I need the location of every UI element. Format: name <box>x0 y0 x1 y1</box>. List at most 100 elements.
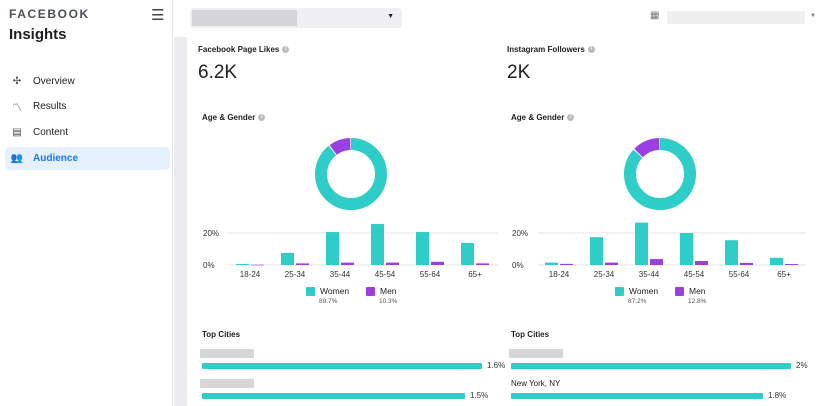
hamburger-icon[interactable]: ☰ <box>151 7 165 24</box>
bar-men-25-34[interactable] <box>605 262 618 265</box>
scroll-gutter <box>174 37 187 406</box>
legend-label: Men <box>380 286 397 296</box>
bar-men-65+[interactable] <box>785 264 798 265</box>
bar-women-55-64[interactable] <box>725 240 738 265</box>
instagram-column: Instagram Followers i 2K Age & Gender i 0%… <box>507 37 817 406</box>
sidebar-item-results[interactable]: 〽 Results <box>5 95 170 118</box>
y-tick-label: 20% <box>512 229 528 238</box>
sidebar-item-audience[interactable]: 👥 Audience <box>5 147 170 170</box>
men-percent: 12.8% <box>688 298 707 305</box>
bar-women-45-54[interactable] <box>371 224 384 265</box>
x-tick-label: 18-24 <box>240 270 261 279</box>
bar-women-65+[interactable] <box>461 242 474 265</box>
city-value: 1.5% <box>470 391 489 400</box>
bar-women-25-34[interactable] <box>281 253 294 265</box>
sidebar-item-content[interactable]: ▤ Content <box>5 121 170 144</box>
bar-women-18-24[interactable] <box>545 262 558 265</box>
info-icon[interactable]: i <box>587 46 595 54</box>
info-icon[interactable]: i <box>567 114 575 122</box>
women-swatch <box>615 286 624 296</box>
legend-women: Women <box>306 286 349 296</box>
bar-men-45-54[interactable] <box>386 262 399 265</box>
page-selector-dropdown[interactable]: ▼ <box>190 8 402 28</box>
info-icon[interactable]: i <box>258 114 266 122</box>
city-bar <box>202 363 482 369</box>
city-value: 1.8% <box>768 391 787 400</box>
legend-label: Women <box>629 286 659 296</box>
x-tick-label: 25-34 <box>285 270 306 279</box>
redacted-city-name <box>200 379 254 388</box>
y-tick-label: 0% <box>203 261 215 270</box>
donut-women-slice <box>315 138 387 210</box>
women-swatch <box>306 286 315 296</box>
metric-value: 6.2K <box>198 62 238 83</box>
sidebar: FACEBOOK ☰ Insights ✣ Overview 〽 Results ▤… <box>0 0 173 406</box>
city-name: New York, NY <box>511 379 561 388</box>
bar-women-25-34[interactable] <box>590 237 603 265</box>
facebook-column: Facebook Page Likes i 6.2K Age & Gender i … <box>198 37 508 406</box>
bar-men-35-44[interactable] <box>341 262 354 265</box>
city-bar <box>511 393 763 399</box>
bar-women-35-44[interactable] <box>326 232 339 265</box>
bar-women-18-24[interactable] <box>236 264 249 265</box>
date-range-picker[interactable]: ▦ ▼ <box>650 10 816 25</box>
info-icon[interactable]: i <box>282 46 290 54</box>
x-tick-label: 25-34 <box>594 270 615 279</box>
bar-men-18-24[interactable] <box>251 264 264 266</box>
results-icon: 〽 <box>12 103 22 114</box>
metric-value: 2K <box>507 62 531 83</box>
facebook-logo: FACEBOOK <box>9 7 90 21</box>
metric-label: Facebook Page Likes i <box>198 45 290 54</box>
legend-label: Women <box>320 286 350 296</box>
page-title: Insights <box>9 26 67 43</box>
x-tick-label: 35-44 <box>639 270 660 279</box>
gender-donut <box>624 138 696 210</box>
women-percent: 89.7% <box>319 298 338 305</box>
age-gender-bar-chart: 0% 20% 18-24 25-34 35-44 45-54 55-64 65+ <box>512 222 807 279</box>
x-tick-label: 18-24 <box>549 270 570 279</box>
x-tick-label: 35-44 <box>330 270 351 279</box>
top-bar: ▼ ▦ ▼ <box>174 0 820 37</box>
chevron-down-icon: ▼ <box>810 13 816 19</box>
y-tick-label: 20% <box>203 229 219 238</box>
metric-label: Instagram Followers i <box>507 45 595 54</box>
bar-men-35-44[interactable] <box>650 259 663 265</box>
sidebar-item-label: Audience <box>33 153 79 164</box>
x-tick-label: 55-64 <box>420 270 441 279</box>
bar-women-45-54[interactable] <box>680 233 693 265</box>
men-percent: 10.3% <box>379 298 398 305</box>
calendar-icon: ▦ <box>650 10 660 21</box>
bar-men-55-64[interactable] <box>431 261 444 265</box>
bar-men-65+[interactable] <box>476 263 489 265</box>
x-tick-label: 45-54 <box>684 270 705 279</box>
gender-donut <box>315 138 387 210</box>
metric-label-text: Instagram Followers <box>507 45 585 54</box>
x-tick-label: 65+ <box>777 270 791 279</box>
top-cities-label: Top Cities <box>511 330 550 339</box>
donut-women-slice <box>624 138 696 210</box>
section-label-text: Age & Gender <box>511 113 565 122</box>
city-bar <box>511 363 791 369</box>
sidebar-item-overview[interactable]: ✣ Overview <box>5 70 170 93</box>
x-tick-label: 45-54 <box>375 270 396 279</box>
legend-men: Men <box>675 286 706 296</box>
bar-women-35-44[interactable] <box>635 222 648 265</box>
bar-women-55-64[interactable] <box>416 232 429 265</box>
city-value: 2% <box>796 361 808 370</box>
section-label: Age & Gender i <box>511 113 575 122</box>
sidebar-item-label: Content <box>33 127 69 138</box>
bar-women-65+[interactable] <box>770 257 783 265</box>
bar-men-18-24[interactable] <box>560 263 573 265</box>
bar-men-45-54[interactable] <box>695 261 708 265</box>
bar-men-25-34[interactable] <box>296 263 309 265</box>
bar-men-55-64[interactable] <box>740 262 753 265</box>
top-cities-label: Top Cities <box>202 330 241 339</box>
legend-label: Men <box>689 286 706 296</box>
city-value: 1.6% <box>487 361 506 370</box>
x-tick-label: 65+ <box>468 270 482 279</box>
sidebar-item-label: Results <box>33 101 67 112</box>
redacted-city-name <box>509 349 563 358</box>
overview-icon: ✣ <box>12 76 22 87</box>
redacted-city-name <box>200 349 254 358</box>
legend-women: Women <box>615 286 658 296</box>
